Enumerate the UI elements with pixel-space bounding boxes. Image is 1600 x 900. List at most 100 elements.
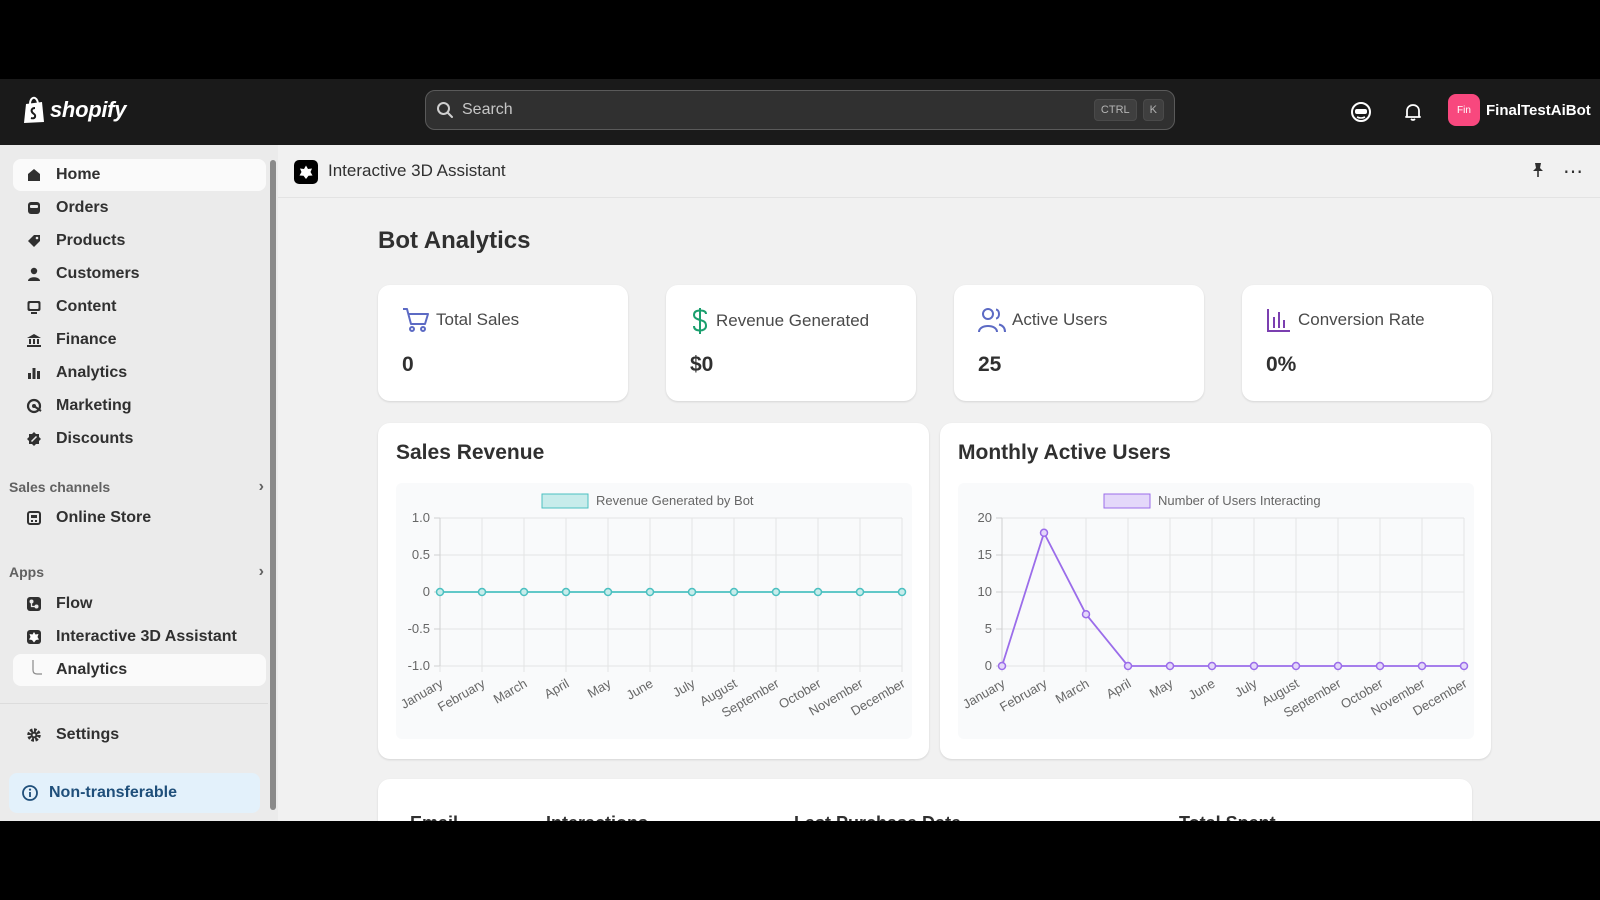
monthly-active-users-card: Monthly Active Users Number of Users Int…	[940, 423, 1491, 759]
stat-card-total-sales: Total Sales 0	[378, 285, 628, 401]
table-header-interactions[interactable]: Interactions	[546, 813, 648, 821]
series-line	[1001, 530, 1464, 667]
x-tick-label: March	[491, 676, 530, 707]
y-tick-label: -0.5	[408, 621, 430, 636]
x-tick-label: February	[997, 675, 1050, 714]
data-point	[1291, 661, 1301, 671]
target-icon	[25, 397, 43, 415]
chevron-right-icon: ›	[258, 478, 264, 495]
sidebar-divider	[0, 703, 268, 704]
stat-value: 0%	[1266, 353, 1297, 376]
stat-value: $0	[690, 353, 714, 376]
data-point	[435, 587, 445, 597]
sales-channels-heading[interactable]: Sales channels ›	[9, 478, 264, 496]
search-bar[interactable]: Search CTRL K	[425, 90, 1175, 130]
gear-icon	[25, 726, 43, 744]
sidebar-item-marketing[interactable]: Marketing	[13, 390, 266, 422]
non-transferable-label: Non-transferable	[49, 784, 178, 801]
app-header: Interactive 3D Assistant ⋯	[278, 145, 1600, 198]
bell-icon[interactable]	[1401, 100, 1425, 124]
chart-title: Monthly Active Users	[958, 441, 1171, 464]
data-point	[855, 587, 865, 597]
top-bar: shopify Search CTRL K Fin FinalTestAiBot	[0, 79, 1600, 145]
more-options-icon[interactable]: ⋯	[1563, 161, 1584, 183]
sidebar-item-app-analytics[interactable]: Analytics	[13, 654, 266, 686]
x-tick-label: March	[1053, 676, 1092, 707]
sidebar-item-content[interactable]: Content	[13, 291, 266, 323]
sales-revenue-chart-svg: Revenue Generated by Bot 1.0 0.5 0 -0.5 -1.0 J…	[398, 493, 908, 720]
sidebar-item-discounts[interactable]: Discounts	[13, 423, 266, 455]
y-tick-label: 1.0	[412, 510, 430, 525]
sidebar-item-label: Discounts	[56, 430, 134, 447]
sidebar-item-label: Customers	[56, 265, 140, 282]
pin-icon[interactable]	[1530, 161, 1546, 184]
content-icon	[25, 298, 43, 316]
x-tick-label: February	[435, 675, 488, 714]
x-tick-label: May	[1147, 675, 1176, 701]
home-icon	[25, 166, 43, 184]
stat-card-revenue-generated: Revenue Generated $0	[666, 285, 916, 401]
sidebar-item-interactive-3d-assistant[interactable]: Interactive 3D Assistant	[13, 621, 266, 653]
data-point	[1165, 661, 1175, 671]
bar-chart-icon	[1267, 309, 1290, 332]
sidebar-item-label: Interactive 3D Assistant	[56, 628, 237, 645]
sidebar-item-settings[interactable]: Settings	[13, 719, 266, 751]
sidebar-item-label: Settings	[56, 726, 120, 743]
y-tick-label: 0	[423, 584, 430, 599]
sidebar-item-label: Products	[56, 232, 126, 249]
x-tick-label: May	[585, 675, 614, 701]
legend-swatch	[541, 493, 589, 509]
main-content: Interactive 3D Assistant ⋯ Bot Analytics…	[278, 145, 1600, 821]
sidebar-item-label: Orders	[56, 199, 109, 216]
sidebar-item-analytics[interactable]: Analytics	[13, 357, 266, 389]
y-tick-label: 0.5	[412, 547, 430, 562]
stat-label: Conversion Rate	[1298, 310, 1425, 329]
table-header-last-purchase-date[interactable]: Last Purchase Date	[794, 813, 961, 821]
sidekick-icon[interactable]	[1349, 100, 1373, 124]
sales-channels-label: Sales channels	[9, 479, 111, 495]
sidebar-item-label: Finance	[56, 331, 117, 348]
cart-icon	[403, 308, 429, 332]
search-input[interactable]: Search	[462, 101, 513, 118]
stat-label: Revenue Generated	[716, 311, 870, 330]
sidebar-item-customers[interactable]: Customers	[13, 258, 266, 290]
sidebar-item-home[interactable]: Home	[13, 159, 266, 191]
store-icon	[25, 509, 43, 527]
user-table: Email Interactions Last Purchase Date To…	[378, 779, 1472, 821]
person-icon	[25, 265, 43, 283]
data-point	[477, 587, 487, 597]
sidebar-item-label: Content	[56, 298, 117, 315]
x-tick-label: June	[624, 676, 656, 703]
x-tick-label: July	[670, 675, 698, 700]
data-point	[1375, 661, 1385, 671]
sidebar-item-finance[interactable]: Finance	[13, 324, 266, 356]
sidebar-item-online-store[interactable]: Online Store	[13, 502, 266, 534]
flow-icon	[25, 595, 43, 613]
stat-label: Active Users	[1012, 310, 1108, 329]
non-transferable-banner[interactable]: Non-transferable	[9, 773, 260, 813]
sidebar-item-orders[interactable]: Orders	[13, 192, 266, 224]
data-point	[997, 661, 1007, 671]
sidebar-item-products[interactable]: Products	[13, 225, 266, 257]
data-point	[1039, 528, 1049, 538]
sidebar-scrollbar[interactable]	[269, 152, 277, 816]
stat-label: Total Sales	[436, 310, 520, 329]
sidebar-item-label: Home	[56, 166, 101, 183]
info-icon	[21, 784, 39, 802]
data-point	[729, 587, 739, 597]
table-header-total-spent[interactable]: Total Spent	[1179, 813, 1276, 821]
store-menu[interactable]: Fin FinalTestAiBot	[1448, 94, 1591, 126]
apps-heading[interactable]: Apps ›	[9, 563, 264, 581]
bar-chart-icon	[25, 364, 43, 382]
shopify-logo[interactable]: shopify	[22, 96, 126, 124]
scrollbar-thumb[interactable]	[270, 160, 276, 810]
table-header-email[interactable]: Email	[410, 813, 458, 821]
data-point	[813, 587, 823, 597]
sidebar-item-flow[interactable]: Flow	[13, 588, 266, 620]
page-title: Bot Analytics	[378, 227, 531, 254]
y-tick-label: 10	[978, 584, 992, 599]
x-tick-label: June	[1186, 676, 1218, 703]
monthly-active-users-chart-svg: Number of Users Interacting20151050Janua…	[960, 493, 1470, 720]
y-tick-label: 0	[985, 658, 992, 673]
sales-revenue-card: Sales Revenue Revenue Generated by Bot 1.…	[378, 423, 929, 759]
